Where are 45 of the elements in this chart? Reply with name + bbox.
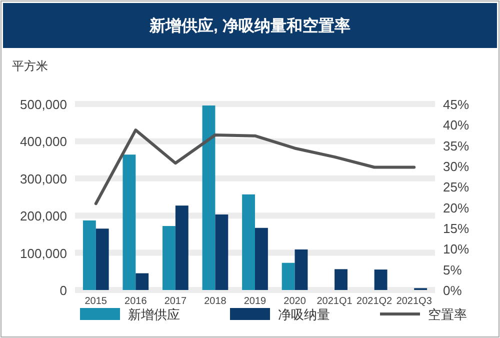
y2-tick-label: 10% [443, 242, 470, 257]
y-tick-label: 400,000 [20, 134, 67, 150]
y-tick-label: 300,000 [20, 171, 67, 186]
bar [202, 105, 216, 290]
bar [374, 270, 388, 290]
y-axis-title: 平方米 [12, 59, 48, 73]
y-tick-label: 200,000 [20, 208, 67, 224]
bar [294, 249, 308, 290]
y2-tick-label: 45% [443, 97, 470, 112]
bar [82, 220, 96, 290]
bar [175, 206, 188, 290]
x-tick-label: 2020 [284, 296, 306, 307]
legend-label: 空置率 [428, 307, 467, 322]
x-tick-label: 2021Q3 [396, 296, 432, 307]
x-tick-label: 2021Q1 [316, 296, 353, 307]
bar [255, 228, 268, 290]
x-tick-label: 2016 [124, 296, 148, 307]
y2-tick-label: 5% [443, 262, 462, 278]
y2-tick-label: 0% [443, 283, 462, 298]
y2-tick-label: 25% [443, 180, 470, 195]
y-tick-label: 0 [60, 283, 67, 298]
legend-label: 净吸纳量 [278, 307, 330, 322]
legend-label: 新增供应 [128, 307, 180, 322]
y-tick-label: 100,000 [20, 246, 67, 261]
line-series [94, 128, 416, 206]
bar [242, 194, 255, 290]
bar [136, 273, 149, 290]
x-tick-label: 2019 [244, 296, 267, 307]
bar [282, 262, 295, 290]
x-tick-label: 2015 [84, 296, 108, 307]
bar [215, 214, 228, 290]
x-tick-label: 2017 [164, 296, 187, 307]
bar [162, 226, 176, 290]
chart-title: 新增供应, 净吸纳量和空置率 [148, 16, 350, 35]
y2-tick-label: 30% [443, 159, 470, 174]
y2-tick-label: 35% [443, 138, 470, 154]
y2-tick-label: 15% [443, 221, 470, 236]
y2-tick-label: 40% [443, 118, 470, 133]
y2-tick-label: 20% [443, 200, 470, 216]
x-tick-label: 2021Q2 [356, 296, 393, 307]
bar [334, 269, 348, 290]
bar [122, 154, 136, 290]
bar [96, 228, 109, 290]
y-tick-label: 500,000 [20, 97, 67, 112]
x-tick-label: 2018 [204, 296, 227, 307]
